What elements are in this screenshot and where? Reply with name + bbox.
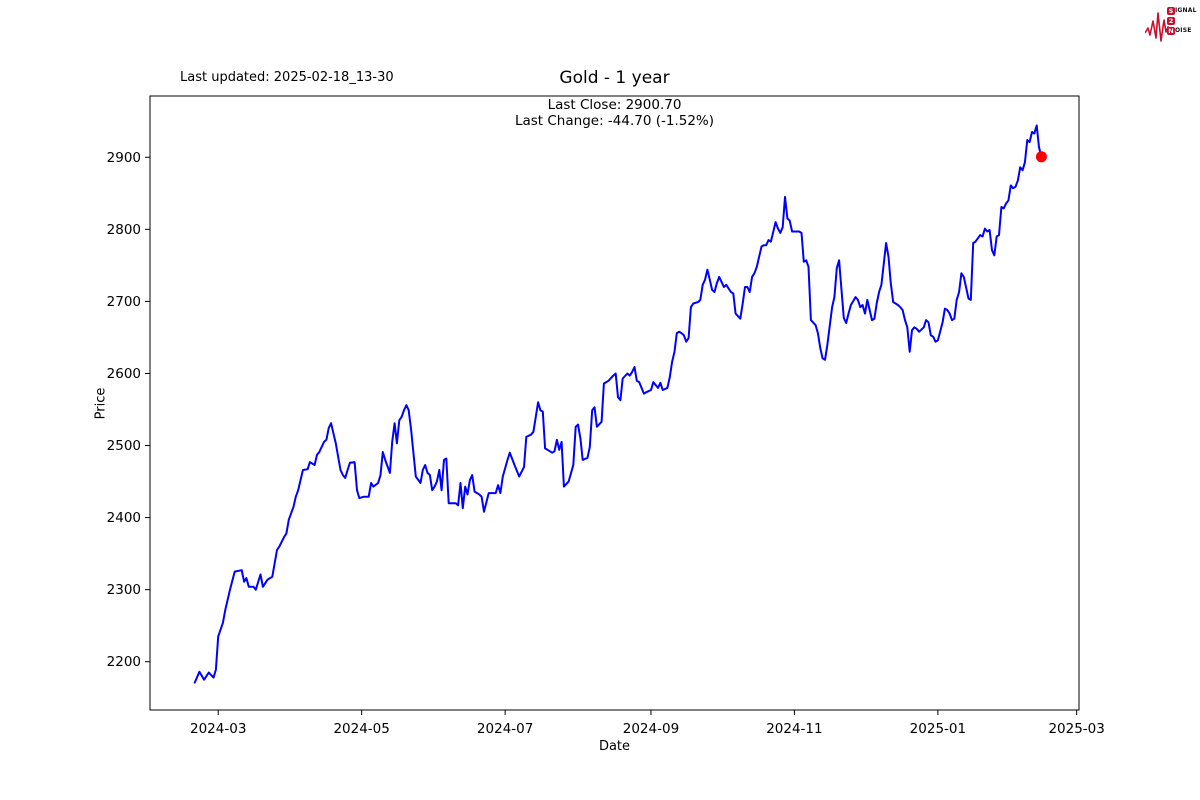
x-tick-label: 2024-05: [333, 721, 389, 737]
x-tick-label: 2024-11: [766, 721, 822, 737]
y-tick-label: 2800: [107, 222, 141, 238]
y-tick-label: 2500: [107, 438, 141, 454]
y-tick-label: 2400: [107, 510, 141, 526]
last-price-marker: [1035, 151, 1047, 163]
brand-logo: S IGNAL 2 N OISE: [1145, 3, 1197, 47]
x-tick-label: 2024-09: [623, 721, 679, 737]
logo-chip-2: 2: [1167, 16, 1175, 25]
last-updated-text: Last updated: 2025-02-18_13-30: [180, 70, 394, 85]
x-tick-label: 2025-03: [1048, 721, 1104, 737]
x-tick-label: 2024-03: [190, 721, 246, 737]
x-axis-label: Date: [598, 739, 631, 754]
x-tick-label: 2025-01: [910, 721, 966, 737]
logo-row-noise: N OISE: [1167, 26, 1197, 35]
y-tick-label: 2200: [107, 654, 141, 670]
y-tick-label: 2300: [107, 582, 141, 598]
y-tick-label: 2900: [107, 150, 141, 166]
y-tick-label: 2600: [107, 366, 141, 382]
logo-chip-s: S: [1167, 6, 1175, 15]
logo-text-ignal: IGNAL: [1175, 7, 1197, 14]
x-tick-label: 2024-07: [477, 721, 533, 737]
last-quote-annotation: Last Close: 2900.70 Last Change: -44.70 …: [150, 97, 1079, 129]
logo-wordmark: S IGNAL 2 N OISE: [1167, 6, 1197, 36]
price-line-series: [193, 124, 1043, 684]
plot-spines: [149, 95, 1080, 711]
ecg-waveform-icon: [1145, 12, 1171, 42]
last-change-text: Last Change: -44.70 (-1.52%): [514, 113, 715, 129]
logo-chip-n: N: [1167, 26, 1175, 35]
last-close-text: Last Close: 2900.70: [547, 97, 682, 113]
chart-title: Gold - 1 year: [559, 68, 670, 88]
logo-row-2: 2: [1167, 16, 1197, 25]
logo-row-signal: S IGNAL: [1167, 6, 1197, 15]
y-axis-label: Price: [93, 387, 109, 420]
y-tick-label: 2700: [107, 294, 141, 310]
logo-text-oise: OISE: [1175, 27, 1192, 34]
